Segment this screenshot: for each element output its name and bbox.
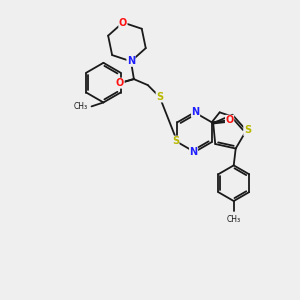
Text: O: O <box>116 78 124 88</box>
Text: S: S <box>156 92 163 102</box>
Text: S: S <box>244 125 251 135</box>
Text: N: N <box>127 56 135 66</box>
Text: O: O <box>226 115 234 125</box>
Text: N: N <box>190 147 198 157</box>
Text: N: N <box>191 107 200 117</box>
Text: CH₃: CH₃ <box>227 215 241 224</box>
Text: CH₃: CH₃ <box>74 102 88 111</box>
Text: S: S <box>172 136 179 146</box>
Text: O: O <box>119 17 127 28</box>
